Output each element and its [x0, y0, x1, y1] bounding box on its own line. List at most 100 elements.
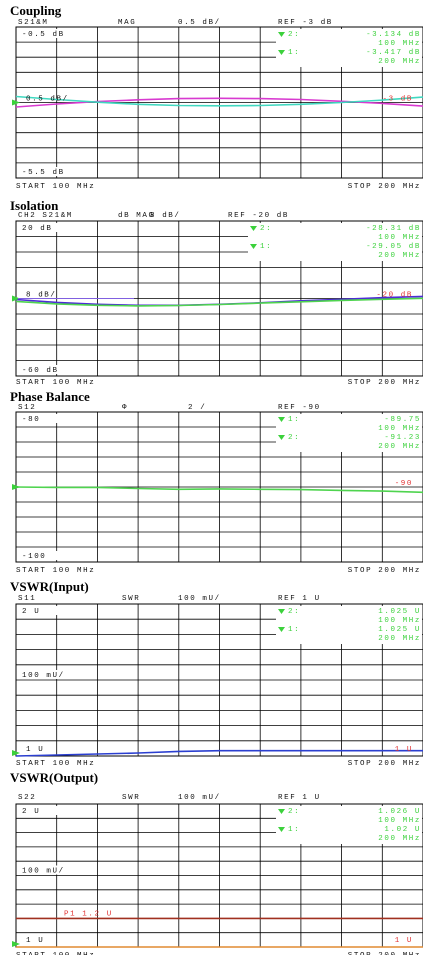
- marker-value: -28.31 dB: [366, 225, 421, 233]
- header-scale: 0.5 dB/: [178, 19, 221, 27]
- marker-triangle-icon: [278, 609, 285, 614]
- chart-footer: START 100 MHz STOP 200 MHz: [16, 952, 421, 955]
- marker-triangle-icon: [278, 827, 285, 832]
- top-label-bg: [20, 29, 78, 38]
- header-param: S12: [18, 404, 36, 412]
- top-scale-label: 2 U: [22, 608, 40, 616]
- header-param: S21&M: [18, 19, 49, 27]
- chart-header: S21&M MAG 0.5 dB/REF -3 dB: [18, 19, 333, 27]
- reference-position-label: 1 U: [26, 937, 44, 945]
- header-format: Φ: [122, 404, 128, 412]
- marker-value: 1.02 U: [384, 826, 421, 834]
- reference-value-label: -90: [395, 480, 413, 488]
- top-label-bg: [20, 806, 78, 815]
- marker-frequency: 100 MHz: [378, 425, 421, 433]
- reference-arrow-icon: [12, 484, 20, 490]
- top-label-bg: [20, 414, 78, 423]
- start-frequency-label: START 100 MHz: [16, 952, 95, 955]
- series-group: [15, 295, 423, 307]
- chart-title: VSWR(Input): [10, 579, 89, 594]
- stop-frequency-label: STOP 200 MHz: [348, 952, 421, 955]
- reference-arrow-icon: [12, 750, 20, 756]
- marker-id: 2:: [288, 434, 300, 442]
- chart-title: Phase Balance: [10, 389, 90, 404]
- marker-value: 1.025 U: [378, 626, 421, 634]
- marker-readout-bg: [248, 223, 422, 261]
- bottom-label-bg: [20, 551, 78, 560]
- grid: [16, 27, 423, 178]
- marker-frequency: 100 MHz: [378, 817, 421, 825]
- marker-readout-bg: [276, 414, 422, 452]
- marker-frequency: 200 MHz: [378, 252, 421, 260]
- marker-readout-bg: [276, 806, 422, 844]
- mid-scale-label: 100 mU/: [22, 672, 65, 680]
- header-scale: 100 mU/: [178, 595, 221, 603]
- marker-id: 2:: [260, 225, 272, 233]
- marker-triangle-icon: [250, 244, 257, 249]
- bottom-scale-label: -100: [22, 553, 46, 561]
- reference-value-label: 1 U: [395, 746, 413, 754]
- stop-frequency-label: STOP 200 MHz: [348, 379, 421, 387]
- chart-footer: START 100 MHz STOP 200 MHz: [16, 183, 421, 191]
- grid: [16, 221, 423, 376]
- marker-id: 2:: [288, 31, 300, 39]
- header-format: MAG: [118, 19, 136, 27]
- marker-value: -3.134 dB: [366, 31, 421, 39]
- header-scale: 2 /: [188, 404, 206, 412]
- marker-id: 1:: [260, 243, 272, 251]
- series-line: [15, 749, 423, 757]
- top-label-bg: [20, 223, 78, 232]
- series-group: [15, 95, 423, 108]
- chart-header: S22 SWR 100 mU/REF 1 U: [18, 794, 319, 802]
- mid-scale-label: 100 mU/: [22, 868, 65, 876]
- marker-id: 1:: [288, 826, 300, 834]
- marker-frequency: 100 MHz: [378, 40, 421, 48]
- header-param: S11: [18, 595, 36, 603]
- marker-value: -91.23: [384, 434, 421, 442]
- chart-title: VSWR(Output): [10, 770, 98, 785]
- chart-header: S11 SWR 100 mU/REF 1 U: [18, 595, 319, 603]
- marker-value: 1.026 U: [378, 808, 421, 816]
- reference-position-label: 8 dB/: [26, 292, 57, 300]
- marker-triangle-icon: [278, 50, 285, 55]
- header-format: dB MAG: [118, 212, 155, 220]
- stop-frequency-label: STOP 200 MHz: [348, 567, 421, 575]
- top-scale-label: -80: [22, 416, 40, 424]
- marker-readout-bg: [276, 606, 422, 644]
- chart-footer: START 100 MHz STOP 200 MHz: [16, 760, 419, 768]
- header-ref: REF -3 dB: [278, 19, 333, 27]
- start-frequency-label: START 100 MHz: [16, 567, 95, 575]
- top-scale-label: -0.5 dB: [22, 31, 65, 39]
- header-format: SWR: [122, 794, 140, 802]
- start-frequency-label: START 100 MHz: [16, 183, 95, 191]
- header-ref: REF -20 dB: [228, 212, 289, 220]
- bottom-label-bg: [20, 167, 78, 176]
- marker-triangle-icon: [250, 226, 257, 231]
- bottom-label-bg: [20, 365, 78, 374]
- chart-title: Coupling: [10, 3, 62, 18]
- marker-id: 1:: [288, 49, 300, 57]
- top-scale-label: 20 dB: [22, 225, 53, 233]
- marker-value: -89.75: [384, 416, 421, 424]
- marker-value: 1.025 U: [378, 608, 421, 616]
- marker-triangle-icon: [278, 417, 285, 422]
- header-format: SWR: [122, 595, 140, 603]
- marker-value: -29.05 dB: [366, 243, 421, 251]
- reference-value-label: -20 dB: [376, 292, 413, 300]
- top-label-bg: [20, 606, 78, 615]
- marker-frequency: 100 MHz: [378, 617, 421, 625]
- reference-arrow-icon: [12, 99, 20, 106]
- stop-frequency-label: STOP 200 MHz: [348, 183, 421, 191]
- reference-arrow-icon: [12, 941, 20, 947]
- marker-triangle-icon: [278, 32, 285, 37]
- chart-title: Isolation: [10, 198, 59, 213]
- marker-id: 2:: [288, 608, 300, 616]
